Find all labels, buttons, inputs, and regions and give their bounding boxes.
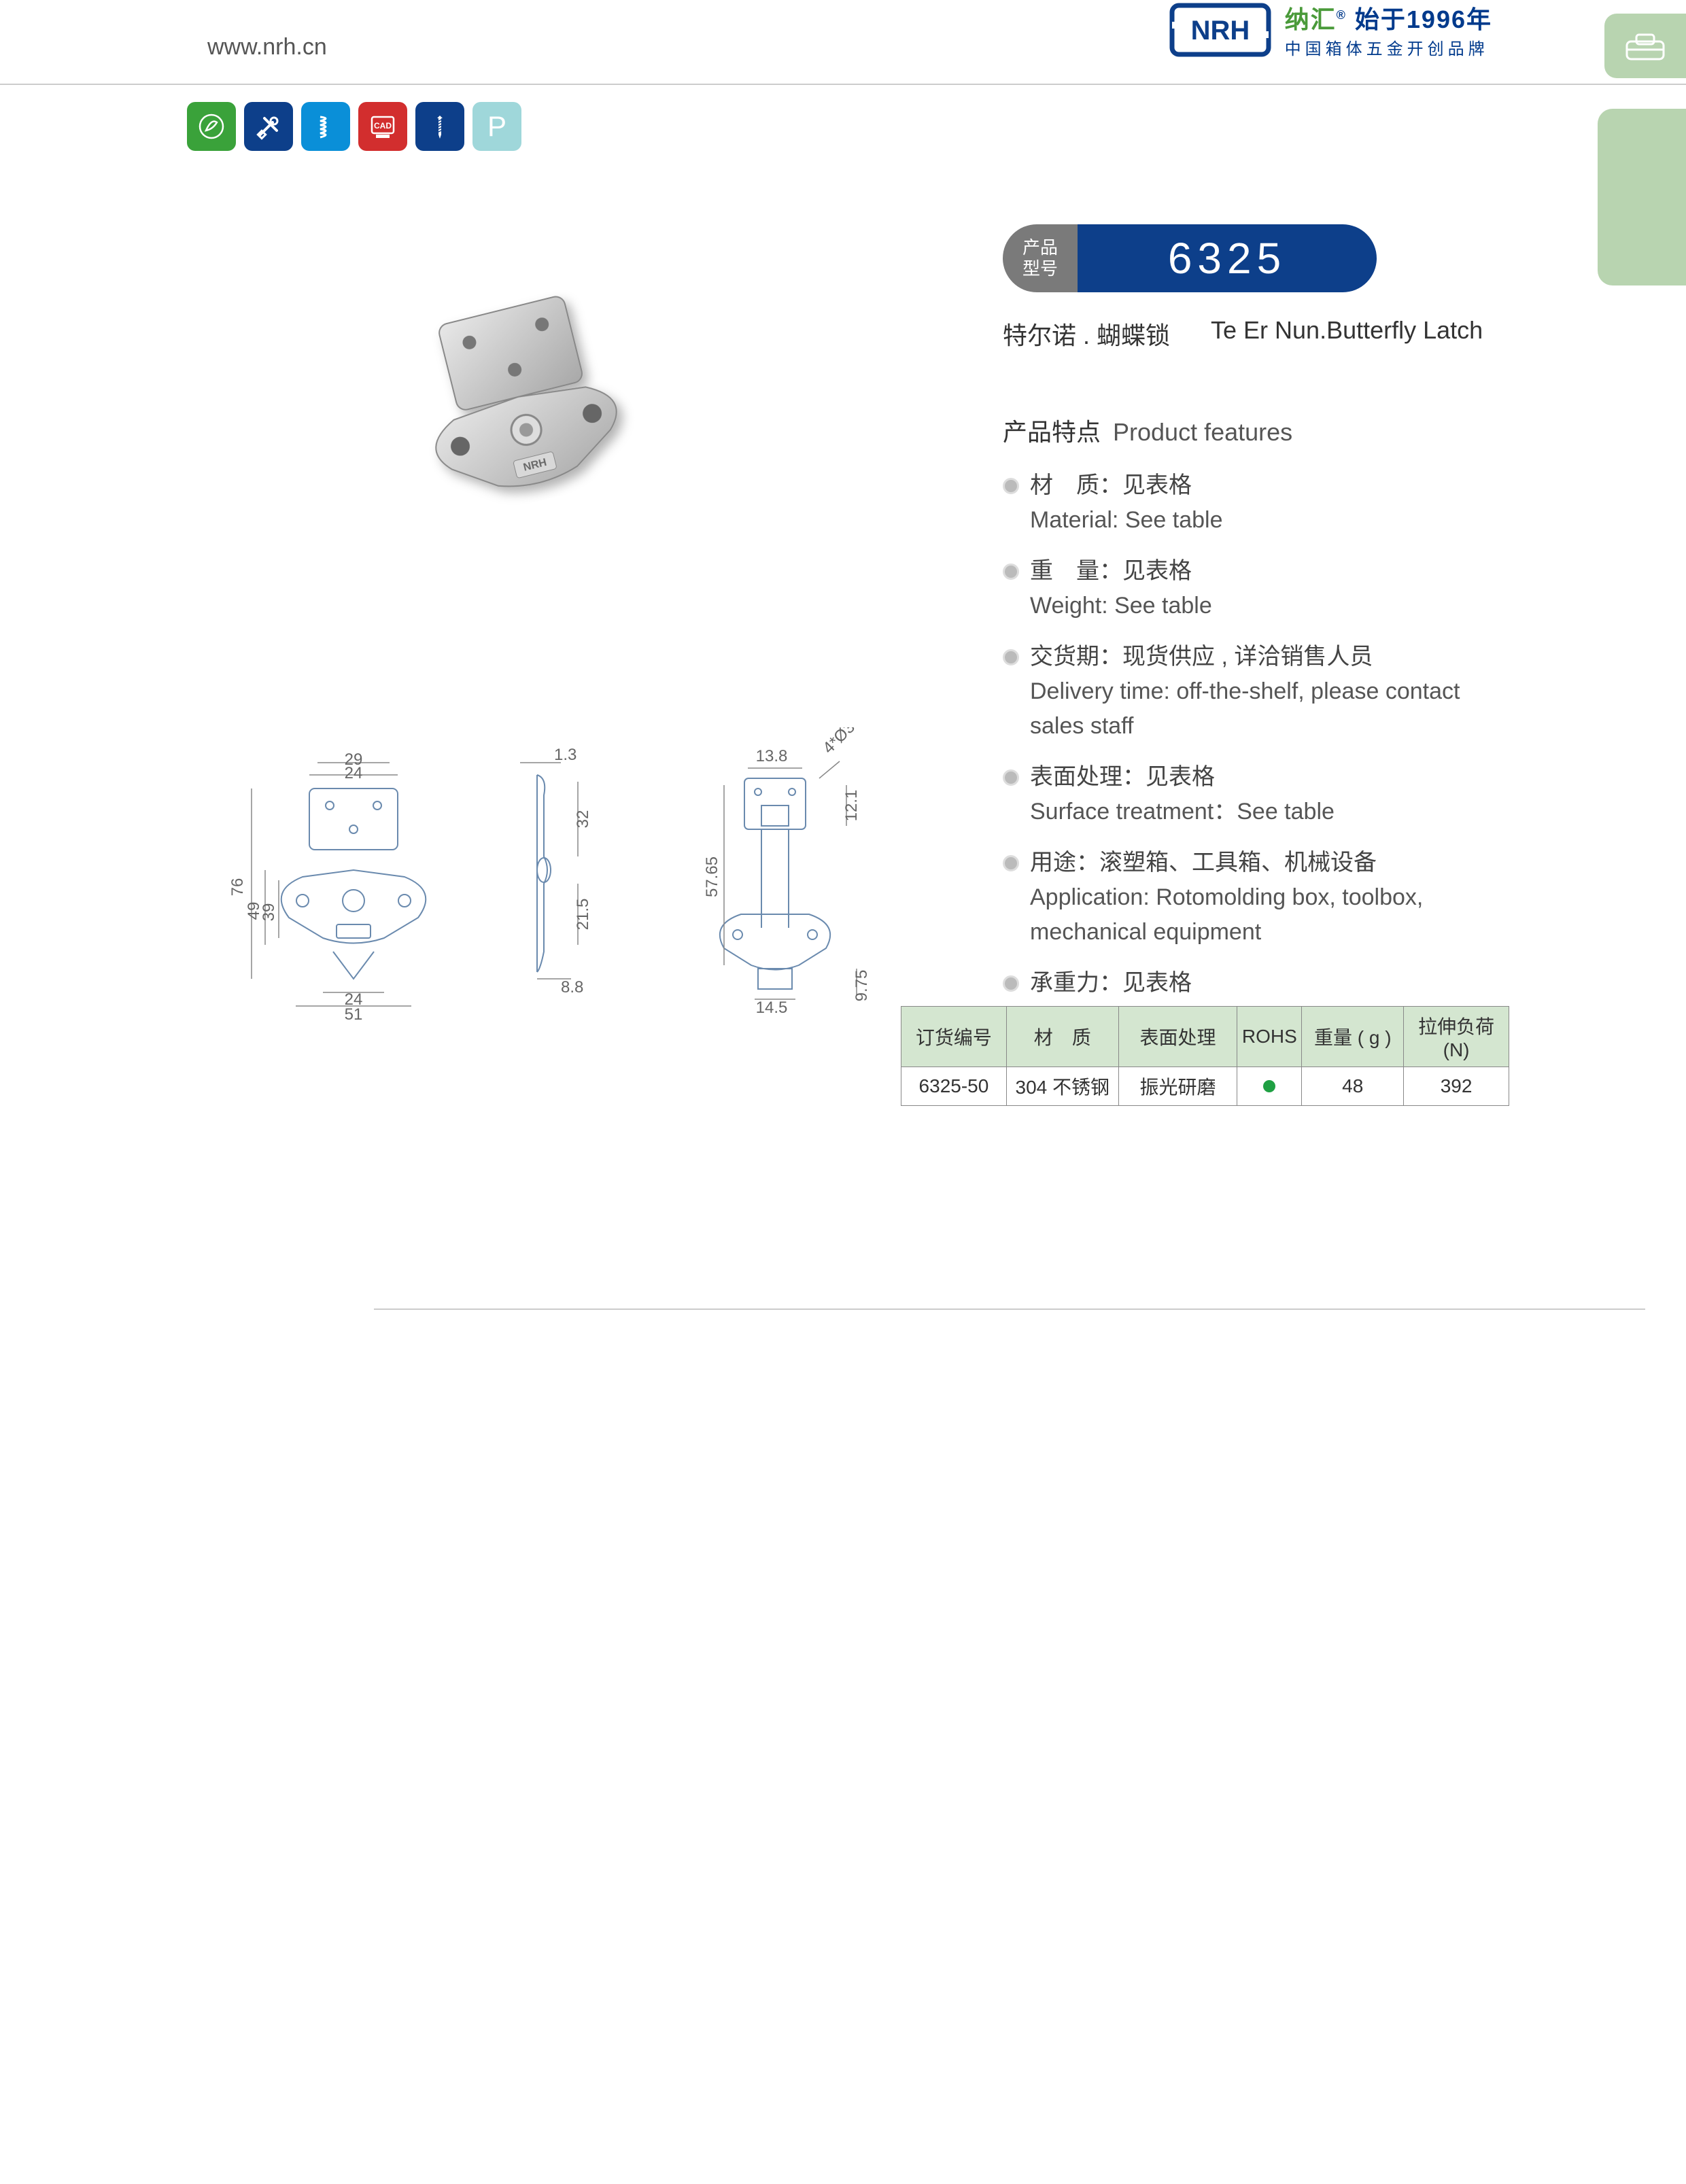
svg-text:8.8: 8.8 [561, 978, 583, 996]
svg-text:51: 51 [345, 1005, 363, 1024]
feature-item: 用途：滚塑箱、工具箱、机械设备 Application: Rotomolding… [1003, 846, 1519, 950]
footer-divider [374, 1308, 1645, 1310]
feature-list: 材 质：见表格 Material: See table 重 量：见表格 Weig… [1003, 468, 1519, 1035]
cell-code: 6325-50 [901, 1067, 1007, 1106]
svg-text:57.65: 57.65 [703, 856, 721, 897]
product-name: 特尔诺 . 蝴蝶锁 Te Er Nun.Butterfly Latch [1003, 316, 1519, 351]
table-header-row: 订货编号 材 质 表面处理 ROHS 重量 ( g ) 拉伸负荷 (N) [901, 1007, 1509, 1067]
product-photo: NRH [323, 252, 799, 605]
side-tab-panel [1598, 109, 1686, 285]
features-heading: 产品特点Product features [1003, 413, 1519, 448]
website-url: www.nrh.cn [207, 34, 327, 60]
svg-text:NRH: NRH [1190, 16, 1250, 46]
spec-table: 订货编号 材 质 表面处理 ROHS 重量 ( g ) 拉伸负荷 (N) 632… [901, 1006, 1509, 1106]
leaf-icon [187, 102, 236, 151]
tools-icon [244, 102, 293, 151]
svg-text:12.1: 12.1 [842, 790, 861, 822]
cell-material: 304 不锈钢 [1006, 1067, 1118, 1106]
cell-load: 392 [1404, 1067, 1509, 1106]
product-info-column: 产品 型号 6325 特尔诺 . 蝴蝶锁 Te Er Nun.Butterfly… [1003, 224, 1519, 1052]
feature-item: 交货期：现货供应 , 详洽销售人员 Delivery time: off-the… [1003, 640, 1519, 744]
svg-text:CAD: CAD [374, 121, 392, 131]
svg-text:76: 76 [228, 878, 247, 897]
spring-icon [301, 102, 350, 151]
model-number: 6325 [1078, 224, 1377, 292]
svg-text:39: 39 [260, 903, 278, 922]
svg-text:14.5: 14.5 [756, 999, 788, 1017]
svg-text:32: 32 [574, 810, 592, 829]
svg-text:4*Ø3.4: 4*Ø3.4 [819, 727, 868, 757]
brand-logo-block: NRH 纳汇® 始于1996年 中国箱体五金开创品牌 [1169, 0, 1492, 59]
page-header: www.nrh.cn NRH 纳汇® 始于1996年 中国箱体五金开创品牌 [0, 0, 1686, 85]
screw-icon [415, 102, 464, 151]
brand-tagline-top: 纳汇® 始于1996年 [1285, 0, 1492, 35]
cell-weight: 48 [1302, 1067, 1404, 1106]
svg-text:24: 24 [345, 764, 363, 782]
svg-text:9.75: 9.75 [853, 970, 871, 1002]
cell-rohs [1237, 1067, 1302, 1106]
side-tab-icon [1604, 14, 1686, 78]
rohs-dot-icon [1263, 1080, 1275, 1092]
category-icon-row: CAD P [187, 102, 521, 151]
feature-item: 材 质：见表格 Material: See table [1003, 468, 1519, 538]
svg-text:1.3: 1.3 [554, 746, 577, 764]
model-number-badge: 产品 型号 6325 [1003, 224, 1519, 292]
svg-text:13.8: 13.8 [756, 747, 788, 765]
p-icon: P [472, 102, 521, 151]
svg-text:21.5: 21.5 [574, 899, 592, 931]
feature-item: 重 量：见表格 Weight: See table [1003, 554, 1519, 623]
feature-item: 表面处理：见表格 Surface treatment：See table [1003, 760, 1519, 829]
brand-tagline-sub: 中国箱体五金开创品牌 [1285, 35, 1492, 59]
cad-icon: CAD [358, 102, 407, 151]
cell-surface: 振光研磨 [1118, 1067, 1237, 1106]
technical-drawing: 29 24 76 49 39 24 51 1.3 8.8 32 21.5 13.… [187, 727, 914, 1074]
table-row: 6325-50 304 不锈钢 振光研磨 48 392 [901, 1067, 1509, 1106]
nrh-logo-icon: NRH [1169, 3, 1271, 57]
